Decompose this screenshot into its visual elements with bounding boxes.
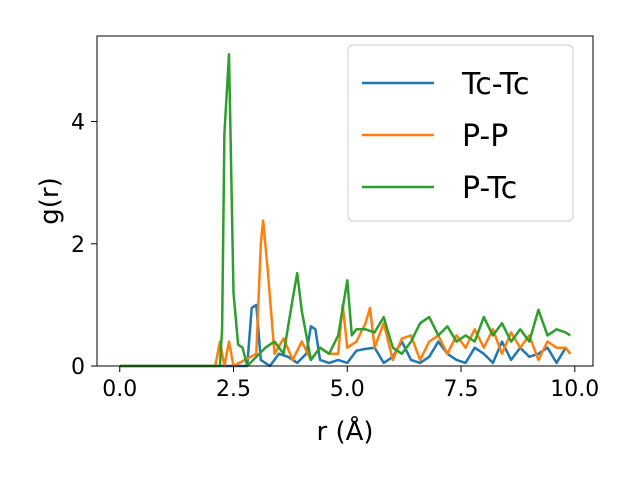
x-axis-label: r (Å) [316, 415, 373, 447]
x-tick-label: 7.5 [444, 377, 479, 402]
legend-box [347, 44, 574, 222]
y-axis-label: g(r) [35, 177, 65, 224]
plot-frame [96, 35, 594, 367]
series-line-p-tc [119, 53, 571, 368]
y-tick-label: 0 [71, 355, 85, 380]
legend: Tc-Tc P-P P-Tc [347, 44, 574, 222]
series-line-p-p [119, 219, 572, 368]
y-tick-label: 4 [71, 111, 85, 136]
x-tick-label: 2.5 [216, 377, 251, 402]
x-tick-label: 5.0 [330, 377, 365, 402]
series-line-tc-tc [119, 303, 572, 368]
y-axis-ticks: 0 2 4 [71, 111, 97, 380]
x-tick-label: 0.0 [102, 377, 137, 402]
x-tick-label: 10.0 [550, 377, 599, 402]
y-tick-label: 2 [71, 233, 85, 258]
x-axis-ticks: 0.0 2.5 5.0 7.5 10.0 [102, 366, 599, 402]
series-layer [119, 53, 572, 368]
legend-label: Tc-Tc [461, 67, 530, 102]
legend-label: P-Tc [462, 171, 517, 206]
legend-label: P-P [462, 119, 508, 154]
